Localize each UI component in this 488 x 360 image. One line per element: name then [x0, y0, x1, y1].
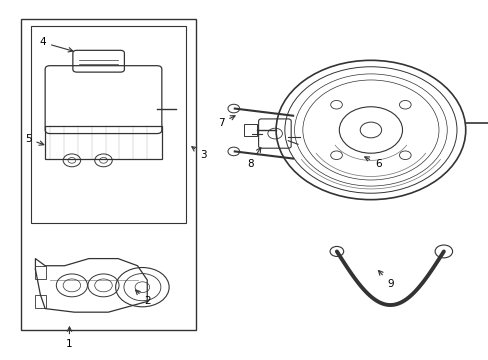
Text: 7: 7 — [217, 116, 235, 128]
Text: 1: 1 — [66, 327, 73, 349]
Text: 9: 9 — [378, 270, 393, 289]
Bar — [35, 266, 46, 279]
Text: 5: 5 — [25, 134, 44, 145]
Bar — [45, 126, 162, 158]
Bar — [21, 19, 196, 330]
Bar — [30, 26, 186, 223]
Text: 6: 6 — [364, 157, 381, 169]
Text: 3: 3 — [191, 147, 206, 160]
Text: 4: 4 — [40, 37, 73, 52]
Text: 2: 2 — [135, 290, 150, 306]
Bar — [35, 295, 46, 308]
Bar — [244, 123, 256, 136]
Text: 8: 8 — [246, 148, 260, 169]
